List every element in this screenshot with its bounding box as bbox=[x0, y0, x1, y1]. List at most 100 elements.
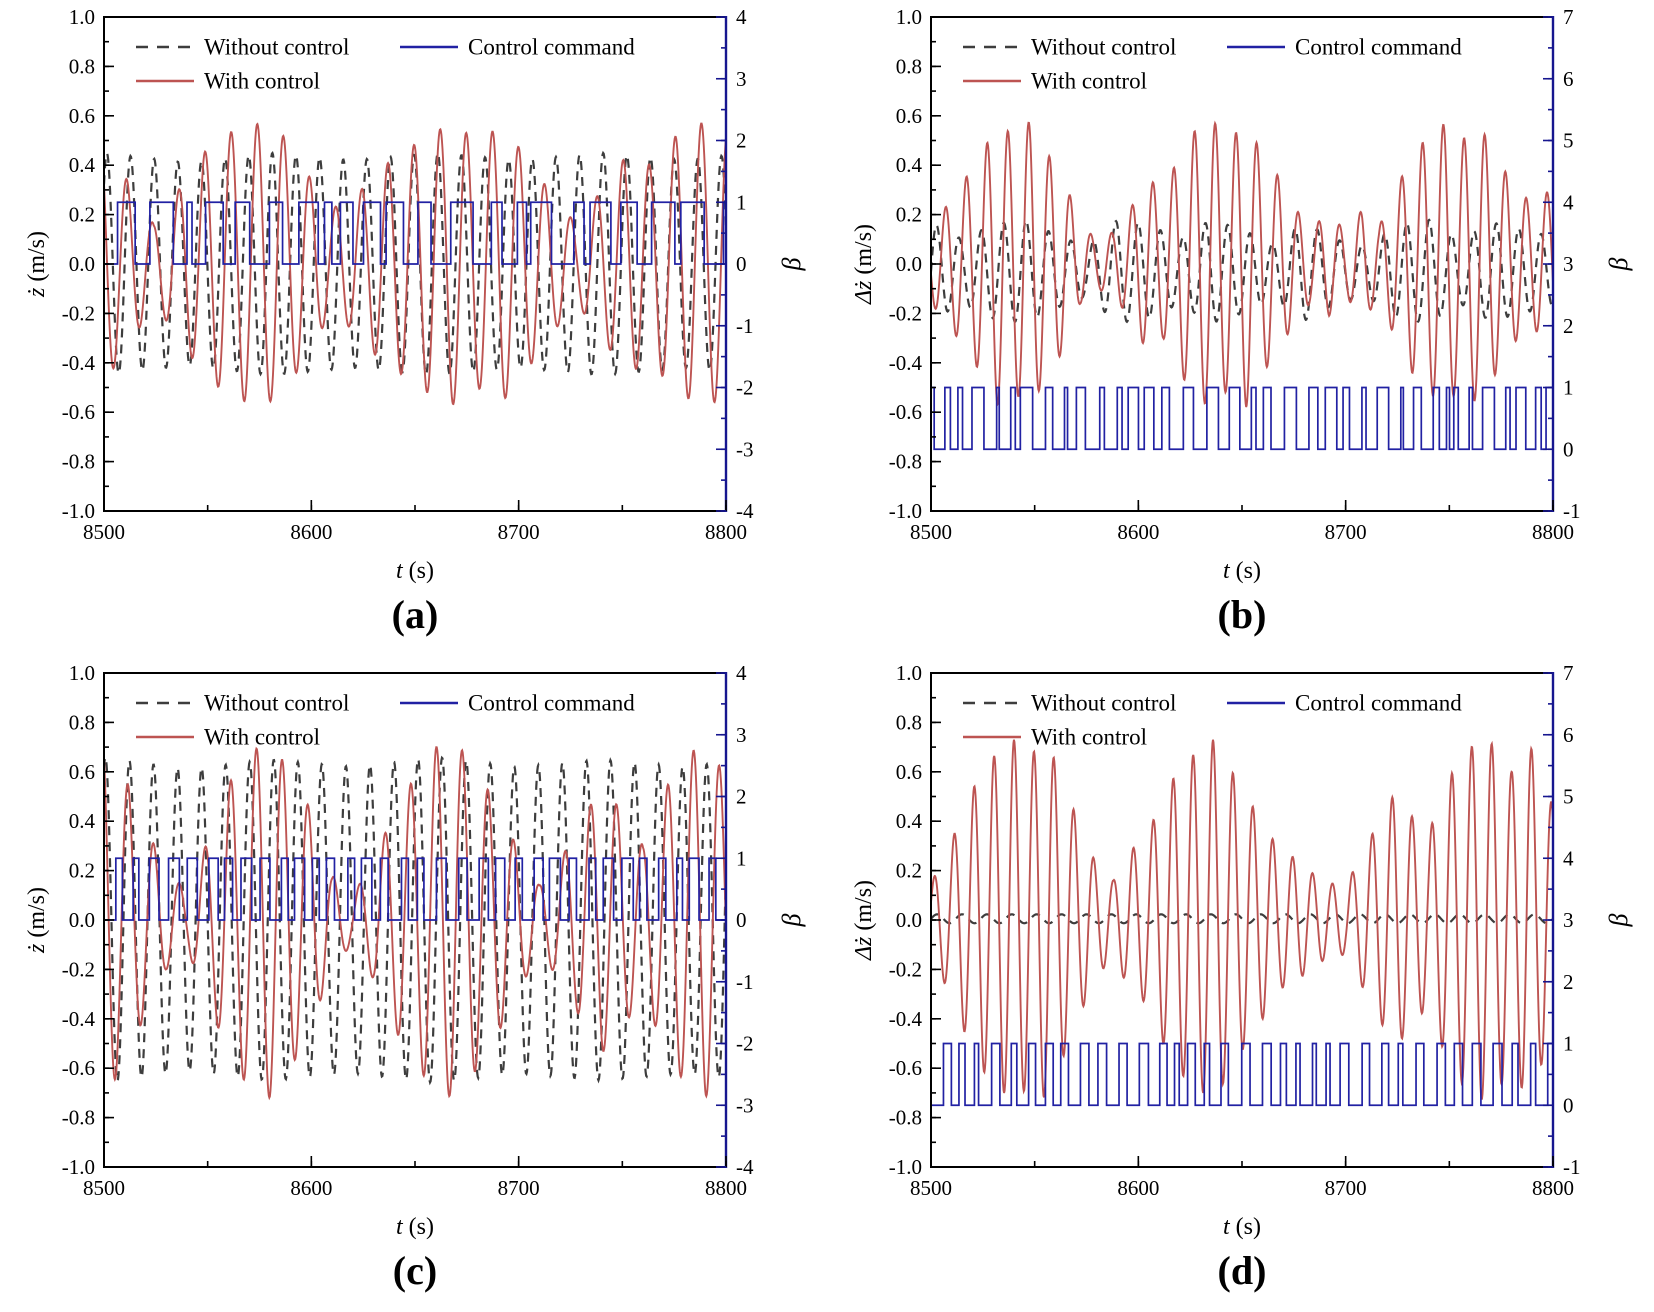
plot-area bbox=[931, 120, 1553, 451]
legend-label-command: Control command bbox=[468, 691, 635, 716]
tick-label-x: 8800 bbox=[1532, 1176, 1574, 1200]
tick-label-x: 8500 bbox=[83, 1176, 125, 1200]
tick-label-right: 6 bbox=[1563, 723, 1574, 747]
tick-label-left: -0.2 bbox=[62, 957, 95, 981]
tick-label-right: -1 bbox=[1563, 499, 1581, 523]
tick-label-left: 0.8 bbox=[896, 710, 922, 734]
tick-label-left: 0.4 bbox=[896, 809, 923, 833]
tick-label-left: 0.6 bbox=[69, 760, 95, 784]
series-without-control-line bbox=[104, 754, 726, 1086]
tick-label-left: -0.6 bbox=[889, 1056, 922, 1080]
tick-label-left: 0.0 bbox=[896, 252, 922, 276]
x-axis-label: t (s) bbox=[1223, 558, 1261, 584]
tick-label-left: 0.2 bbox=[69, 203, 95, 227]
tick-label-right: 5 bbox=[1563, 785, 1574, 809]
tick-label-left: -0.8 bbox=[889, 1106, 922, 1130]
tick-label-right: 6 bbox=[1563, 67, 1574, 91]
tick-label-left: -0.8 bbox=[62, 1106, 95, 1130]
tick-label-left: -0.6 bbox=[62, 1056, 95, 1080]
tick-label-left: -0.4 bbox=[889, 1007, 923, 1031]
legend-label-command: Control command bbox=[468, 35, 635, 60]
y-axis-label-right: β bbox=[1604, 913, 1633, 927]
tick-label-right: -3 bbox=[736, 437, 754, 461]
tick-label-left: -1.0 bbox=[62, 1155, 95, 1179]
tick-label-right: 2 bbox=[1563, 314, 1574, 338]
tick-label-left: 0.2 bbox=[896, 203, 922, 227]
tick-label-right: -1 bbox=[736, 970, 754, 994]
tick-label-right: 1 bbox=[1563, 376, 1574, 400]
tick-label-left: -0.2 bbox=[889, 301, 922, 325]
tick-label-left: -0.6 bbox=[889, 400, 922, 424]
panel-c: 1.0 0.8 0.6 0.4 0.2 0.0 -0.2 -0.4 -0.6 -0.8 -1.085… bbox=[24, 661, 806, 1293]
tick-label-right: -1 bbox=[736, 314, 754, 338]
x-axis-label: t (s) bbox=[396, 1214, 434, 1240]
tick-label-right: 4 bbox=[1563, 846, 1574, 870]
tick-label-right: -1 bbox=[1563, 1155, 1581, 1179]
y-axis-label-left: ż (m/s) bbox=[24, 887, 50, 954]
legend-label-with_control: With control bbox=[204, 69, 320, 94]
tick-label-left: -1.0 bbox=[889, 1155, 922, 1179]
tick-label-right: 5 bbox=[1563, 129, 1574, 153]
tick-label-left: -0.8 bbox=[889, 450, 922, 474]
series-control-command-line bbox=[931, 386, 1553, 451]
tick-label-left: 0.2 bbox=[69, 859, 95, 883]
x-axis-label: t (s) bbox=[396, 558, 434, 584]
tick-label-left: -1.0 bbox=[889, 499, 922, 523]
y-axis-label-left: Δż (m/s) bbox=[851, 880, 877, 961]
tick-label-left: 0.8 bbox=[69, 54, 95, 78]
legend: Without control Control command With contr… bbox=[136, 35, 635, 94]
tick-label-left: 0.2 bbox=[896, 859, 922, 883]
legend: Without control Control command With contr… bbox=[136, 691, 635, 750]
tick-label-left: 1.0 bbox=[69, 661, 95, 685]
tick-label-right: 4 bbox=[1563, 190, 1574, 214]
legend-label-with_control: With control bbox=[1031, 69, 1147, 94]
tick-label-left: 0.6 bbox=[896, 104, 922, 128]
y-axis-label-left: Δż (m/s) bbox=[851, 224, 877, 305]
y-axis-label-right: β bbox=[777, 913, 806, 927]
tick-label-x: 8700 bbox=[498, 520, 540, 544]
tick-label-right: 3 bbox=[736, 723, 747, 747]
series-without-control-line bbox=[931, 913, 1553, 925]
tick-label-right: 1 bbox=[736, 190, 747, 214]
series-without-control-line bbox=[104, 150, 726, 377]
axis-ticks bbox=[103, 16, 727, 512]
tick-label-left: 1.0 bbox=[896, 661, 922, 685]
tick-label-left: 0.8 bbox=[896, 54, 922, 78]
tick-label-left: 0.0 bbox=[69, 252, 95, 276]
tick-label-right: 7 bbox=[1563, 5, 1574, 29]
tick-label-left: 0.0 bbox=[69, 908, 95, 932]
tick-label-left: 0.8 bbox=[69, 710, 95, 734]
plot-area bbox=[931, 739, 1553, 1107]
legend: Without control Control command With contr… bbox=[963, 35, 1462, 94]
tick-label-right: 2 bbox=[736, 129, 747, 153]
panel-caption: (a) bbox=[392, 592, 439, 637]
legend-label-without_control: Without control bbox=[204, 691, 349, 716]
tick-label-x: 8500 bbox=[910, 1176, 952, 1200]
tick-label-left: -0.6 bbox=[62, 400, 95, 424]
tick-label-right: 1 bbox=[736, 846, 747, 870]
y-axis-label-left: ż (m/s) bbox=[24, 231, 50, 298]
tick-label-left: 0.4 bbox=[69, 809, 96, 833]
panel-a: 1.0 0.8 0.6 0.4 0.2 0.0 -0.2 -0.4 -0.6 -0.8 -1.085… bbox=[24, 5, 806, 637]
tick-label-right: 2 bbox=[1563, 970, 1574, 994]
tick-label-x: 8700 bbox=[1325, 520, 1367, 544]
axis-ticks bbox=[930, 672, 1554, 1168]
tick-label-left: 0.6 bbox=[896, 760, 922, 784]
series-control-command-line bbox=[104, 857, 726, 921]
tick-label-left: -0.4 bbox=[62, 351, 96, 375]
tick-label-x: 8800 bbox=[705, 1176, 747, 1200]
tick-label-right: 3 bbox=[736, 67, 747, 91]
legend-label-with_control: With control bbox=[204, 725, 320, 750]
tick-label-x: 8600 bbox=[290, 520, 332, 544]
tick-label-right: 7 bbox=[1563, 661, 1574, 685]
x-axis-label: t (s) bbox=[1223, 1214, 1261, 1240]
tick-label-right: 2 bbox=[736, 785, 747, 809]
tick-label-right: -4 bbox=[736, 1155, 754, 1179]
tick-label-left: -0.4 bbox=[62, 1007, 96, 1031]
tick-label-left: 1.0 bbox=[896, 5, 922, 29]
tick-label-right: 3 bbox=[1563, 908, 1574, 932]
tick-label-right: 3 bbox=[1563, 252, 1574, 276]
y-axis-label-right: β bbox=[1604, 257, 1633, 271]
axis-ticks bbox=[103, 672, 727, 1168]
